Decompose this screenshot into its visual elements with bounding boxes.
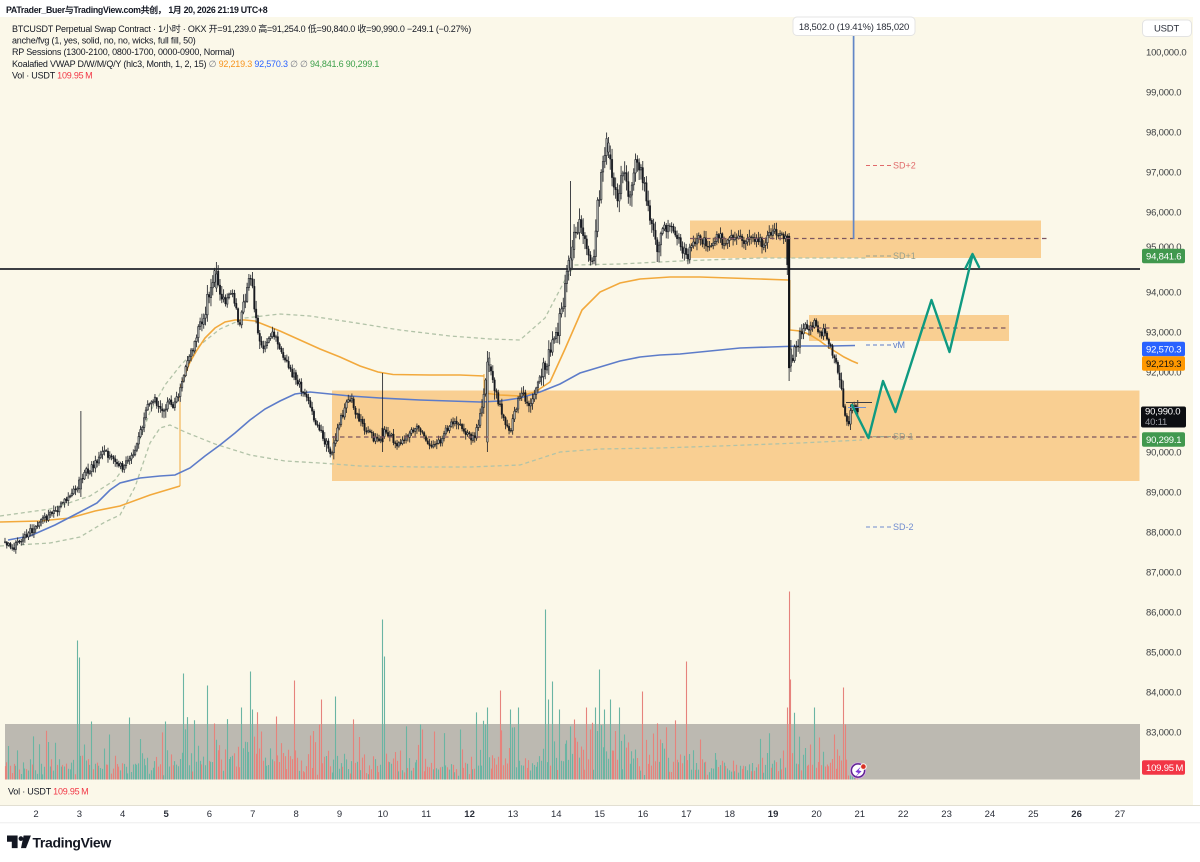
svg-text:95,000.0: 95,000.0 bbox=[1146, 242, 1181, 253]
svg-text:SD+1: SD+1 bbox=[893, 251, 916, 261]
svg-text:84,000.0: 84,000.0 bbox=[1146, 687, 1181, 698]
svg-text:87,000.0: 87,000.0 bbox=[1146, 567, 1181, 578]
svg-text:12: 12 bbox=[464, 809, 475, 820]
svg-text:13: 13 bbox=[508, 809, 519, 820]
svg-text:109.95 M: 109.95 M bbox=[1146, 763, 1184, 774]
svg-text:SD+2: SD+2 bbox=[893, 161, 916, 171]
svg-text:11: 11 bbox=[421, 809, 431, 820]
svg-text:10: 10 bbox=[378, 809, 389, 820]
svg-text:97,000.0: 97,000.0 bbox=[1146, 167, 1181, 178]
svg-text:21: 21 bbox=[855, 809, 866, 820]
svg-text:SD-2: SD-2 bbox=[893, 522, 914, 532]
svg-text:24: 24 bbox=[985, 809, 996, 820]
svg-text:100,000.0: 100,000.0 bbox=[1146, 47, 1186, 58]
svg-text:TradingView: TradingView bbox=[33, 835, 112, 851]
svg-text:18: 18 bbox=[725, 809, 736, 820]
svg-text:4: 4 bbox=[120, 809, 125, 820]
svg-text:Vol · USDT 109.95 M: Vol · USDT 109.95 M bbox=[8, 787, 88, 797]
svg-text:86,000.0: 86,000.0 bbox=[1146, 607, 1181, 618]
svg-text:PATrader_Buer与TradingView.com共: PATrader_Buer与TradingView.com共创， 1月 20, … bbox=[6, 4, 268, 15]
svg-text:83,000.0: 83,000.0 bbox=[1146, 727, 1181, 738]
svg-text:22: 22 bbox=[898, 809, 909, 820]
svg-text:92,570.3: 92,570.3 bbox=[1146, 344, 1181, 355]
svg-text:SD-1: SD-1 bbox=[893, 432, 914, 442]
svg-text:92,219.3: 92,219.3 bbox=[1146, 359, 1181, 370]
svg-text:93,000.0: 93,000.0 bbox=[1146, 327, 1181, 338]
svg-text:17: 17 bbox=[681, 809, 692, 820]
svg-text:8: 8 bbox=[294, 809, 299, 820]
svg-text:vM: vM bbox=[893, 340, 905, 350]
svg-text:89,000.0: 89,000.0 bbox=[1146, 487, 1181, 498]
svg-text:94,000.0: 94,000.0 bbox=[1146, 287, 1181, 298]
svg-text:USDT: USDT bbox=[1154, 24, 1179, 35]
svg-text:7: 7 bbox=[250, 809, 255, 820]
svg-text:9: 9 bbox=[337, 809, 342, 820]
svg-text:15: 15 bbox=[594, 809, 605, 820]
svg-text:Koalafied VWAP D/W/M/Q/Y (hlc: Koalafied VWAP D/W/M/Q/Y (hlc3, Month, 1… bbox=[12, 59, 379, 69]
svg-text:anche/fvg (1, yes, solid, no,: anche/fvg (1, yes, solid, no, no, wicks,… bbox=[12, 36, 196, 46]
svg-text:BTCUSDT Perpetual Swap Contrac: BTCUSDT Perpetual Swap Contract · 1小时 · … bbox=[12, 23, 471, 34]
svg-text:90,299.1: 90,299.1 bbox=[1146, 435, 1181, 446]
svg-text:96,000.0: 96,000.0 bbox=[1146, 207, 1181, 218]
svg-text:88,000.0: 88,000.0 bbox=[1146, 527, 1181, 538]
svg-text:98,000.0: 98,000.0 bbox=[1146, 127, 1181, 138]
svg-text:40:11: 40:11 bbox=[1145, 417, 1167, 428]
svg-text:14: 14 bbox=[551, 809, 562, 820]
svg-text:20: 20 bbox=[811, 809, 822, 820]
svg-text:26: 26 bbox=[1071, 809, 1082, 820]
svg-text:92,000.0: 92,000.0 bbox=[1146, 367, 1181, 378]
svg-text:23: 23 bbox=[941, 809, 952, 820]
svg-text:18,502.0 (19.41%) 185,020: 18,502.0 (19.41%) 185,020 bbox=[799, 22, 909, 33]
svg-text:99,000.0: 99,000.0 bbox=[1146, 87, 1181, 98]
svg-text:6: 6 bbox=[207, 809, 212, 820]
svg-text:25: 25 bbox=[1028, 809, 1039, 820]
svg-text:94,841.6: 94,841.6 bbox=[1146, 251, 1181, 262]
svg-text:85,000.0: 85,000.0 bbox=[1146, 647, 1181, 658]
svg-text:90,000.0: 90,000.0 bbox=[1146, 447, 1181, 458]
svg-text:16: 16 bbox=[638, 809, 649, 820]
svg-text:2: 2 bbox=[33, 809, 38, 820]
svg-text:90,990.0: 90,990.0 bbox=[1145, 407, 1180, 418]
svg-text:27: 27 bbox=[1115, 809, 1126, 820]
svg-text:19: 19 bbox=[768, 809, 779, 820]
svg-text:5: 5 bbox=[163, 809, 169, 820]
svg-text:Vol · USDT 109.95 M: Vol · USDT 109.95 M bbox=[12, 70, 92, 80]
svg-text:RP Sessions (1300-2100, 0800-1: RP Sessions (1300-2100, 0800-1700, 0000-… bbox=[12, 47, 235, 57]
svg-text:3: 3 bbox=[77, 809, 82, 820]
